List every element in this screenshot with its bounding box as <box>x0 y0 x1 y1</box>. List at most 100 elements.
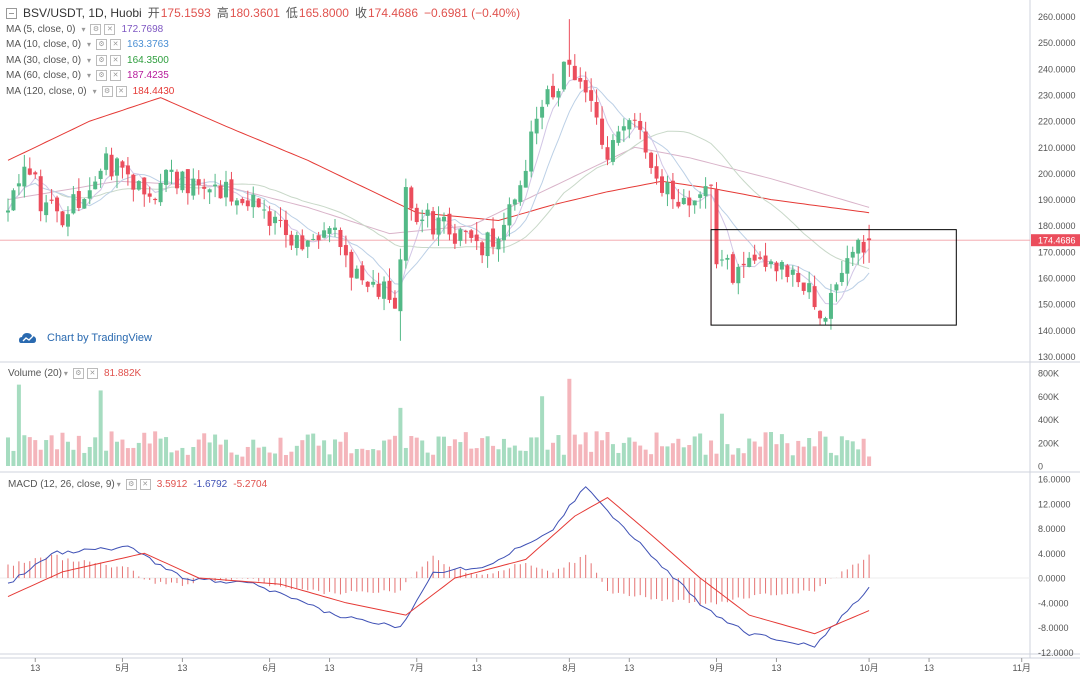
candle-body <box>300 235 305 250</box>
volume-bar <box>779 434 784 466</box>
open-value: 175.1593 <box>160 6 211 20</box>
candle-body <box>480 242 485 256</box>
volume-bar <box>692 436 697 466</box>
volume-bar <box>392 435 397 466</box>
candle-body <box>125 165 130 175</box>
volume-bar <box>719 413 724 466</box>
volume-bar <box>452 439 457 466</box>
ma120-line <box>7 97 870 222</box>
settings-icon[interactable]: ⚙ <box>125 479 137 490</box>
ma-label: MA (60, close, 0) <box>6 70 82 81</box>
candle-body <box>785 265 790 277</box>
volume-bar <box>610 444 615 466</box>
candle-body <box>747 257 752 268</box>
volume-bar <box>649 454 654 466</box>
settings-icon[interactable]: ⚙ <box>101 85 113 97</box>
chevron-down-icon[interactable]: ▾ <box>87 71 92 80</box>
watermark-text: Chart by TradingView <box>47 332 152 344</box>
candle-body <box>33 172 38 175</box>
candle-body <box>491 228 496 247</box>
candle-body <box>676 201 681 207</box>
price-tick-label: 180.0000 <box>1038 221 1076 231</box>
tradingview-watermark[interactable]: Chart by TradingView <box>18 331 152 345</box>
chevron-down-icon[interactable]: ▾ <box>87 40 92 49</box>
close-icon[interactable]: ✕ <box>86 368 98 379</box>
volume-bar <box>218 444 223 466</box>
candle-body <box>174 171 179 189</box>
volume-bar <box>698 433 703 466</box>
close-icon[interactable]: ✕ <box>104 23 116 35</box>
chevron-down-icon[interactable]: ▾ <box>81 24 86 34</box>
volume-bar <box>278 437 283 466</box>
volume-bar <box>632 441 637 466</box>
chevron-down-icon[interactable]: ▾ <box>87 55 92 65</box>
volume-bar <box>818 431 823 466</box>
close-icon[interactable]: ✕ <box>110 39 122 51</box>
volume-bar <box>300 440 305 466</box>
settings-icon[interactable]: ⚙ <box>96 54 108 66</box>
tradingview-cloud-icon <box>19 333 36 343</box>
candle-body <box>518 185 523 202</box>
candle-body <box>567 59 572 65</box>
settings-icon[interactable]: ⚙ <box>96 39 108 51</box>
candle-body <box>578 78 583 82</box>
candle-body <box>142 177 147 195</box>
volume-bar <box>578 444 583 466</box>
candle-body <box>136 181 141 190</box>
volume-bar <box>752 441 757 466</box>
time-tick-label: 6月 <box>263 663 277 673</box>
close-icon[interactable]: ✕ <box>115 85 127 97</box>
close-value: 174.4686 <box>367 6 419 20</box>
macd-value-3: -5.2704 <box>233 479 268 490</box>
volume-label: Volume (20) <box>8 368 62 379</box>
volume-bar <box>338 441 343 466</box>
chevron-down-icon[interactable]: ▾ <box>92 86 97 96</box>
volume-bar <box>76 435 81 466</box>
candle-body <box>474 234 479 242</box>
volume-bar <box>33 440 38 466</box>
chevron-down-icon[interactable]: ▾ <box>116 480 121 489</box>
candle-body <box>709 184 714 186</box>
volume-bar <box>327 454 332 466</box>
volume-bar <box>812 446 817 466</box>
ma-value: 172.7698 <box>121 23 164 35</box>
ma-legend-row: MA (5, close, 0) ▾ ⚙ ✕ 172.7698 <box>6 22 520 38</box>
candle-body <box>234 200 239 206</box>
main-legend: BSV/USDT, 1D, Huobi 开 175.1593 高 180.3601 … <box>6 6 520 99</box>
settings-icon[interactable]: ⚙ <box>72 368 84 379</box>
chevron-down-icon[interactable]: ▾ <box>63 369 68 378</box>
candle-body <box>447 213 452 235</box>
candle-body <box>730 254 735 283</box>
volume-bar <box>16 384 21 466</box>
candle-body <box>294 235 299 248</box>
ma-label: MA (10, close, 0) <box>6 39 82 50</box>
time-tick-label: 13 <box>472 663 482 673</box>
volume-bar <box>828 452 833 466</box>
candle-body <box>55 197 60 212</box>
settings-icon[interactable]: ⚙ <box>90 23 102 35</box>
close-icon[interactable]: ✕ <box>110 54 122 66</box>
volume-bar <box>27 437 32 466</box>
volume-bar <box>403 447 408 466</box>
candle-body <box>273 216 278 224</box>
volume-bar <box>616 452 621 466</box>
settings-icon[interactable]: ⚙ <box>96 70 108 82</box>
time-tick-label: 8月 <box>562 663 576 673</box>
volume-bar <box>670 443 675 466</box>
close-icon[interactable]: ✕ <box>110 70 122 82</box>
candle-body <box>180 171 185 191</box>
volume-bar <box>147 443 152 466</box>
volume-bar <box>273 453 278 466</box>
candle-body <box>365 281 370 287</box>
candle-body <box>654 166 659 179</box>
collapse-icon[interactable] <box>6 8 17 20</box>
candle-body <box>87 190 92 199</box>
candle-body <box>600 118 605 145</box>
volume-bar <box>251 439 256 466</box>
close-icon[interactable]: ✕ <box>139 479 151 490</box>
macd-tick-label: -12.0000 <box>1038 648 1074 658</box>
macd-tick-label: -8.0000 <box>1038 623 1069 633</box>
ma-label: MA (30, close, 0) <box>6 54 82 66</box>
candle-body <box>283 219 288 236</box>
